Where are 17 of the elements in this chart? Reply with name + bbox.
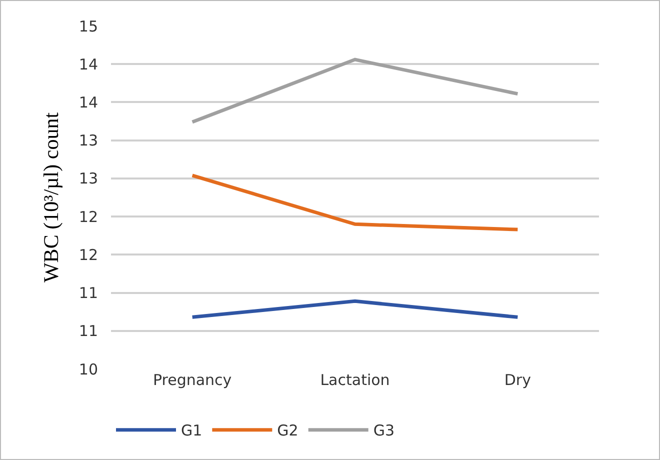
x-tick-label: Lactation — [320, 371, 390, 389]
y-tick-label: 14 — [78, 55, 98, 74]
y-tick-label: 13 — [78, 170, 98, 188]
y-tick-label: 15 — [78, 17, 98, 36]
x-tick-label: Dry — [504, 371, 532, 389]
y-tick-label: 11 — [78, 284, 98, 302]
y-axis-title: WBC (10³/µl) count — [39, 112, 64, 283]
y-tick-label: 12 — [78, 246, 98, 264]
y-tick-label: 11 — [78, 322, 98, 340]
y-tick-label: 14 — [78, 93, 98, 112]
legend-label: G2 — [277, 422, 298, 440]
legend-label: G1 — [181, 422, 202, 440]
legend-label: G3 — [373, 422, 395, 440]
y-tick-label: 13 — [78, 132, 98, 150]
y-tick-label: 10 — [78, 360, 98, 378]
x-tick-label: Pregnancy — [152, 371, 232, 389]
y-tick-label: 12 — [78, 208, 98, 226]
